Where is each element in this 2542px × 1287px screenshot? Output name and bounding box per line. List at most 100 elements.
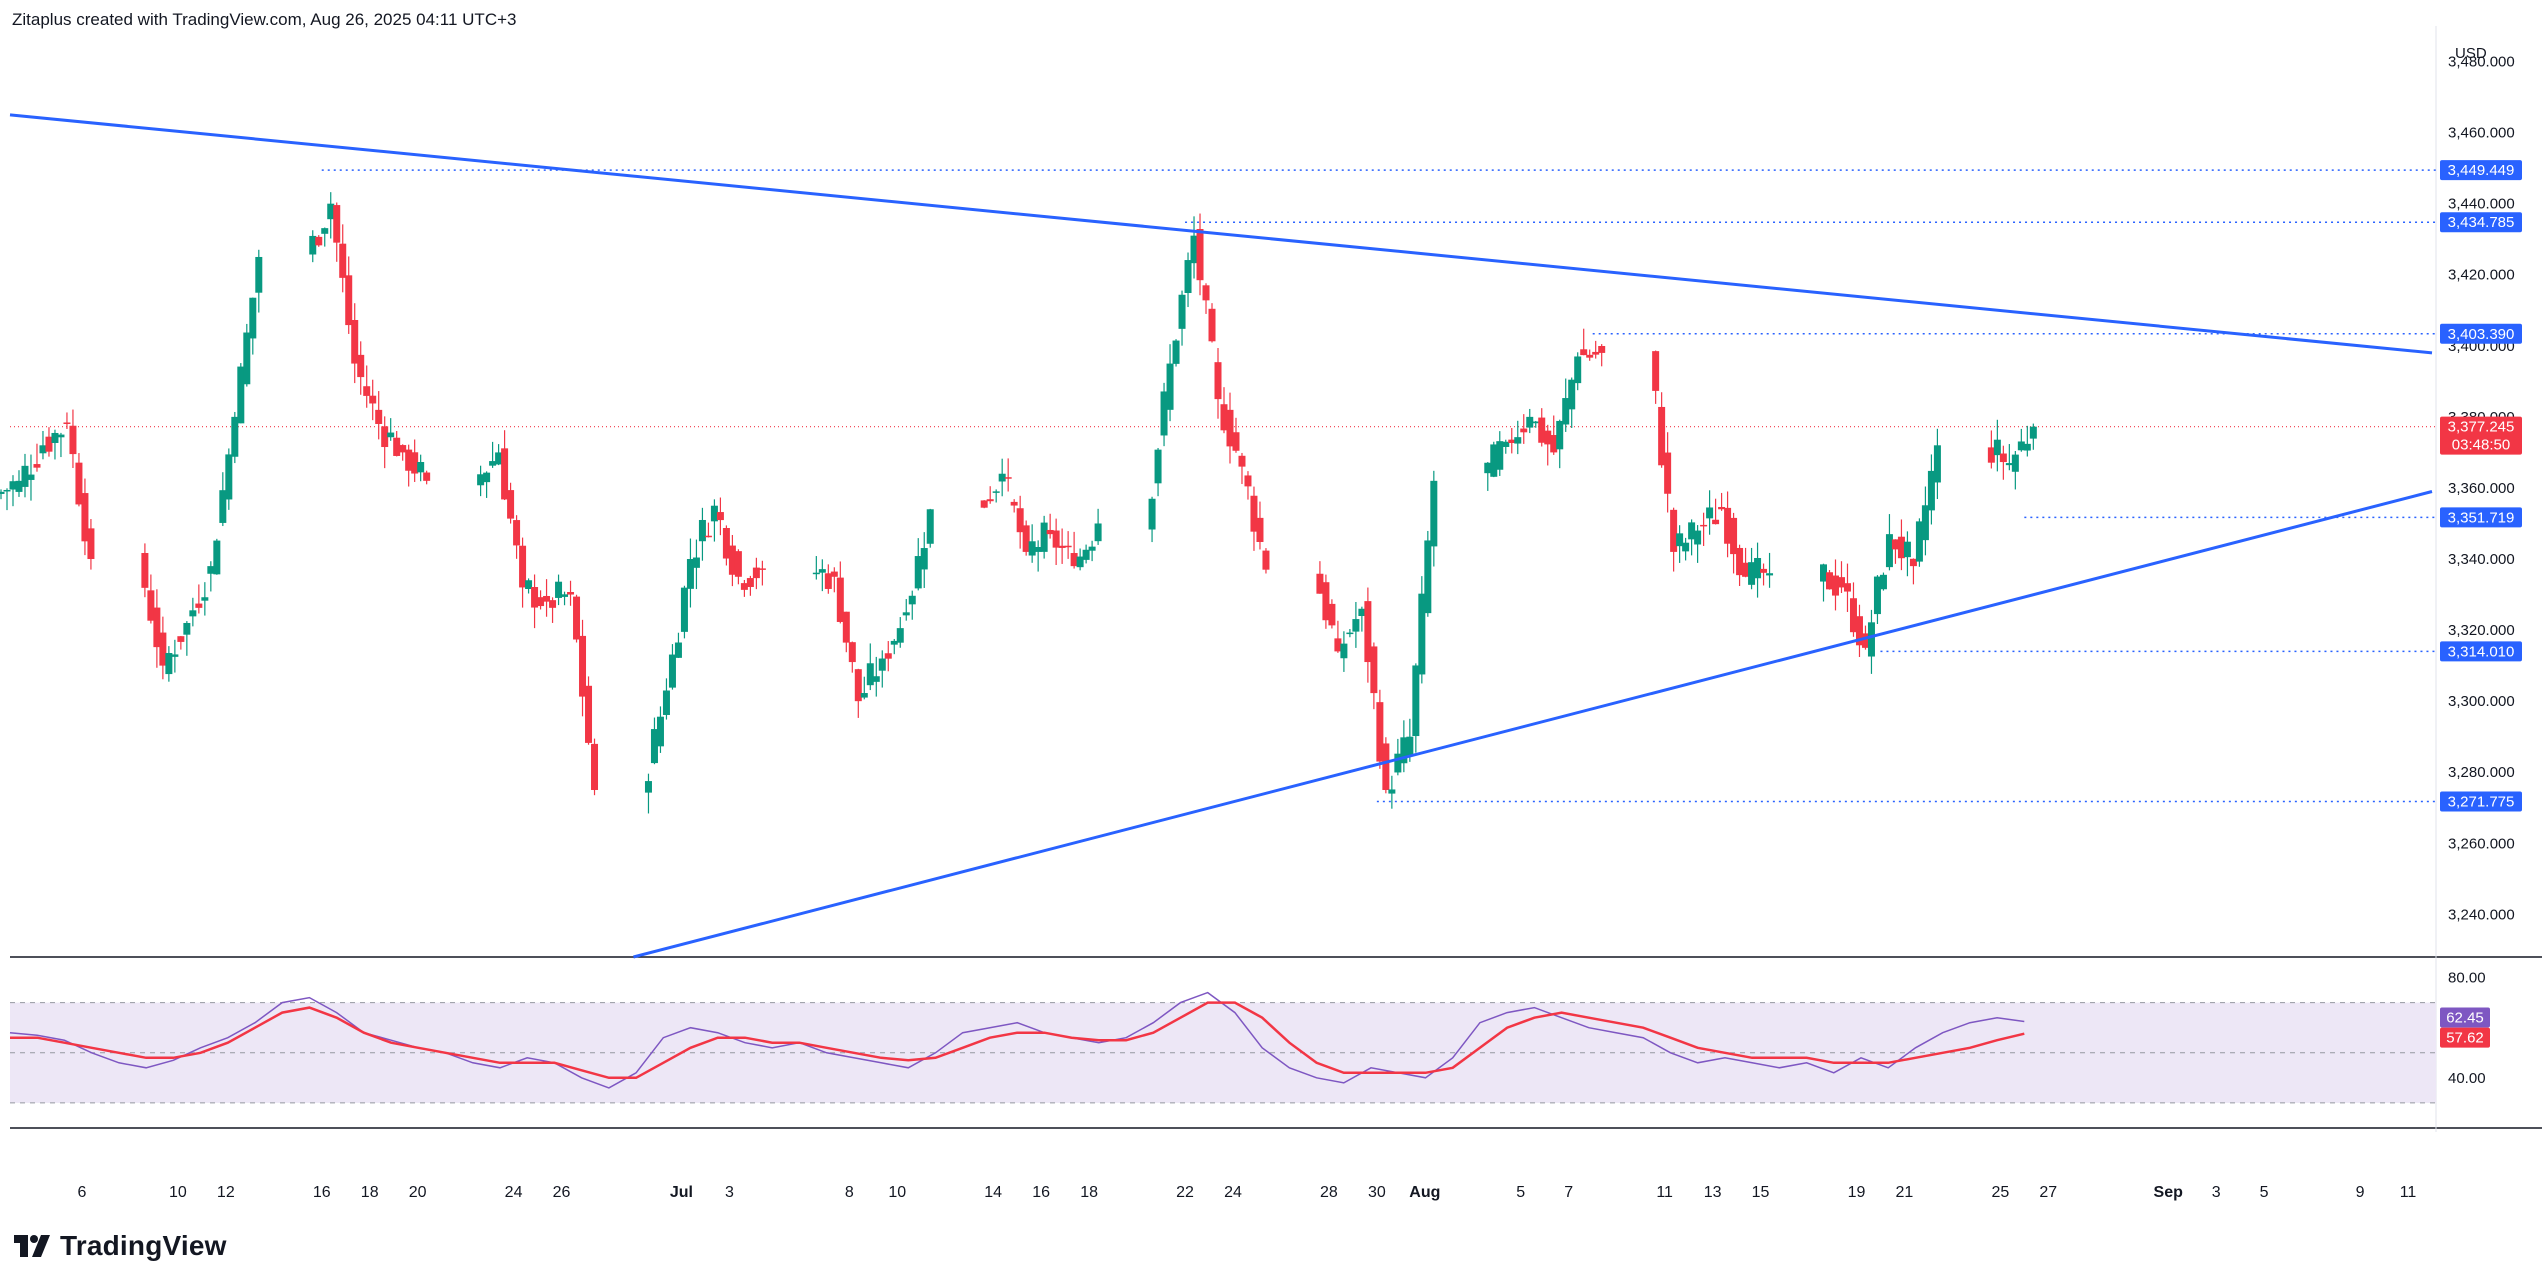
candle[interactable] — [1748, 562, 1756, 585]
candle[interactable] — [1724, 507, 1732, 544]
candle[interactable] — [33, 464, 41, 468]
candle[interactable] — [207, 566, 215, 574]
candle[interactable] — [57, 434, 65, 438]
candle[interactable] — [501, 448, 509, 500]
candle[interactable] — [1885, 534, 1893, 568]
candle[interactable] — [213, 540, 221, 575]
candle[interactable] — [1256, 517, 1264, 542]
candle[interactable] — [1352, 619, 1360, 632]
candle[interactable] — [1861, 633, 1869, 648]
candle[interactable] — [812, 572, 820, 575]
candle[interactable] — [1682, 542, 1690, 552]
candle[interactable] — [1004, 477, 1012, 479]
candle[interactable] — [171, 654, 179, 657]
candle[interactable] — [87, 528, 95, 560]
candle[interactable] — [165, 653, 173, 675]
candle[interactable] — [1226, 409, 1234, 447]
candle[interactable] — [351, 319, 359, 364]
candle[interactable] — [411, 452, 419, 474]
candle[interactable] — [1502, 441, 1510, 447]
candle[interactable] — [21, 465, 29, 487]
candle[interactable] — [1244, 475, 1252, 487]
candle[interactable] — [1364, 601, 1372, 663]
candle[interactable] — [998, 473, 1006, 482]
candle[interactable] — [387, 432, 395, 438]
candle[interactable] — [716, 512, 724, 521]
candle[interactable] — [1508, 439, 1516, 444]
candle[interactable] — [1993, 439, 2001, 456]
candle[interactable] — [980, 500, 988, 508]
candle[interactable] — [2029, 426, 2037, 439]
candle[interactable] — [0, 491, 5, 494]
candle[interactable] — [1370, 646, 1378, 694]
candle[interactable] — [692, 557, 700, 568]
candle[interactable] — [1184, 260, 1192, 294]
candle[interactable] — [1424, 540, 1432, 614]
candle[interactable] — [1598, 346, 1606, 353]
candle[interactable] — [920, 548, 928, 570]
candle[interactable] — [1676, 533, 1684, 547]
candle[interactable] — [668, 654, 676, 688]
candle[interactable] — [579, 635, 587, 697]
candle[interactable] — [1532, 421, 1540, 424]
candle[interactable] — [1658, 406, 1666, 466]
candle[interactable] — [177, 636, 185, 642]
candle[interactable] — [1358, 608, 1366, 617]
candle[interactable] — [902, 612, 910, 616]
tradingview-brand[interactable]: TradingView — [14, 1230, 227, 1262]
candle[interactable] — [1652, 351, 1660, 391]
candle[interactable] — [914, 556, 922, 589]
candle[interactable] — [39, 445, 47, 454]
candle[interactable] — [1208, 308, 1216, 342]
candle[interactable] — [537, 597, 545, 607]
candle[interactable] — [1430, 480, 1438, 547]
candle[interactable] — [489, 461, 497, 466]
candlestick-series[interactable] — [0, 192, 2037, 814]
candle[interactable] — [1855, 616, 1863, 646]
candle[interactable] — [399, 445, 407, 453]
candle[interactable] — [1070, 553, 1078, 567]
candle[interactable] — [1820, 564, 1828, 582]
candle[interactable] — [1340, 643, 1348, 659]
candle[interactable] — [1921, 505, 1929, 541]
candle[interactable] — [908, 595, 916, 605]
candle[interactable] — [722, 528, 730, 559]
candle[interactable] — [543, 595, 551, 602]
candle[interactable] — [531, 587, 539, 608]
descending-resistance-trendline[interactable] — [9, 113, 2433, 355]
candle[interactable] — [1831, 575, 1839, 596]
candle[interactable] — [740, 583, 748, 590]
trendlines[interactable] — [9, 113, 2433, 959]
candle[interactable] — [1700, 524, 1708, 527]
candle[interactable] — [1154, 449, 1162, 484]
candle[interactable] — [2023, 443, 2031, 451]
candle[interactable] — [585, 685, 593, 743]
candle[interactable] — [884, 653, 892, 659]
candle[interactable] — [1034, 546, 1042, 552]
candle[interactable] — [872, 676, 880, 682]
candle[interactable] — [1490, 444, 1498, 477]
candle[interactable] — [1346, 632, 1354, 635]
candle[interactable] — [1849, 598, 1857, 633]
candle[interactable] — [674, 642, 682, 658]
candle[interactable] — [1316, 573, 1324, 594]
candle[interactable] — [1412, 665, 1420, 737]
candle[interactable] — [1082, 549, 1090, 560]
candle[interactable] — [1496, 441, 1504, 470]
candle[interactable] — [477, 474, 485, 486]
candle[interactable] — [860, 693, 868, 698]
candle[interactable] — [1016, 508, 1024, 533]
candle[interactable] — [1903, 541, 1911, 558]
candle[interactable] — [153, 607, 161, 648]
candle[interactable] — [243, 332, 251, 385]
candle[interactable] — [680, 587, 688, 632]
candle[interactable] — [710, 505, 718, 522]
rsi-ma-line[interactable] — [10, 1001, 2025, 1080]
candle[interactable] — [1927, 470, 1935, 511]
candle[interactable] — [1897, 536, 1905, 559]
candle[interactable] — [1574, 356, 1582, 384]
candle[interactable] — [1220, 404, 1228, 431]
candle[interactable] — [1376, 702, 1384, 762]
candle[interactable] — [195, 603, 203, 608]
candle[interactable] — [866, 663, 874, 686]
